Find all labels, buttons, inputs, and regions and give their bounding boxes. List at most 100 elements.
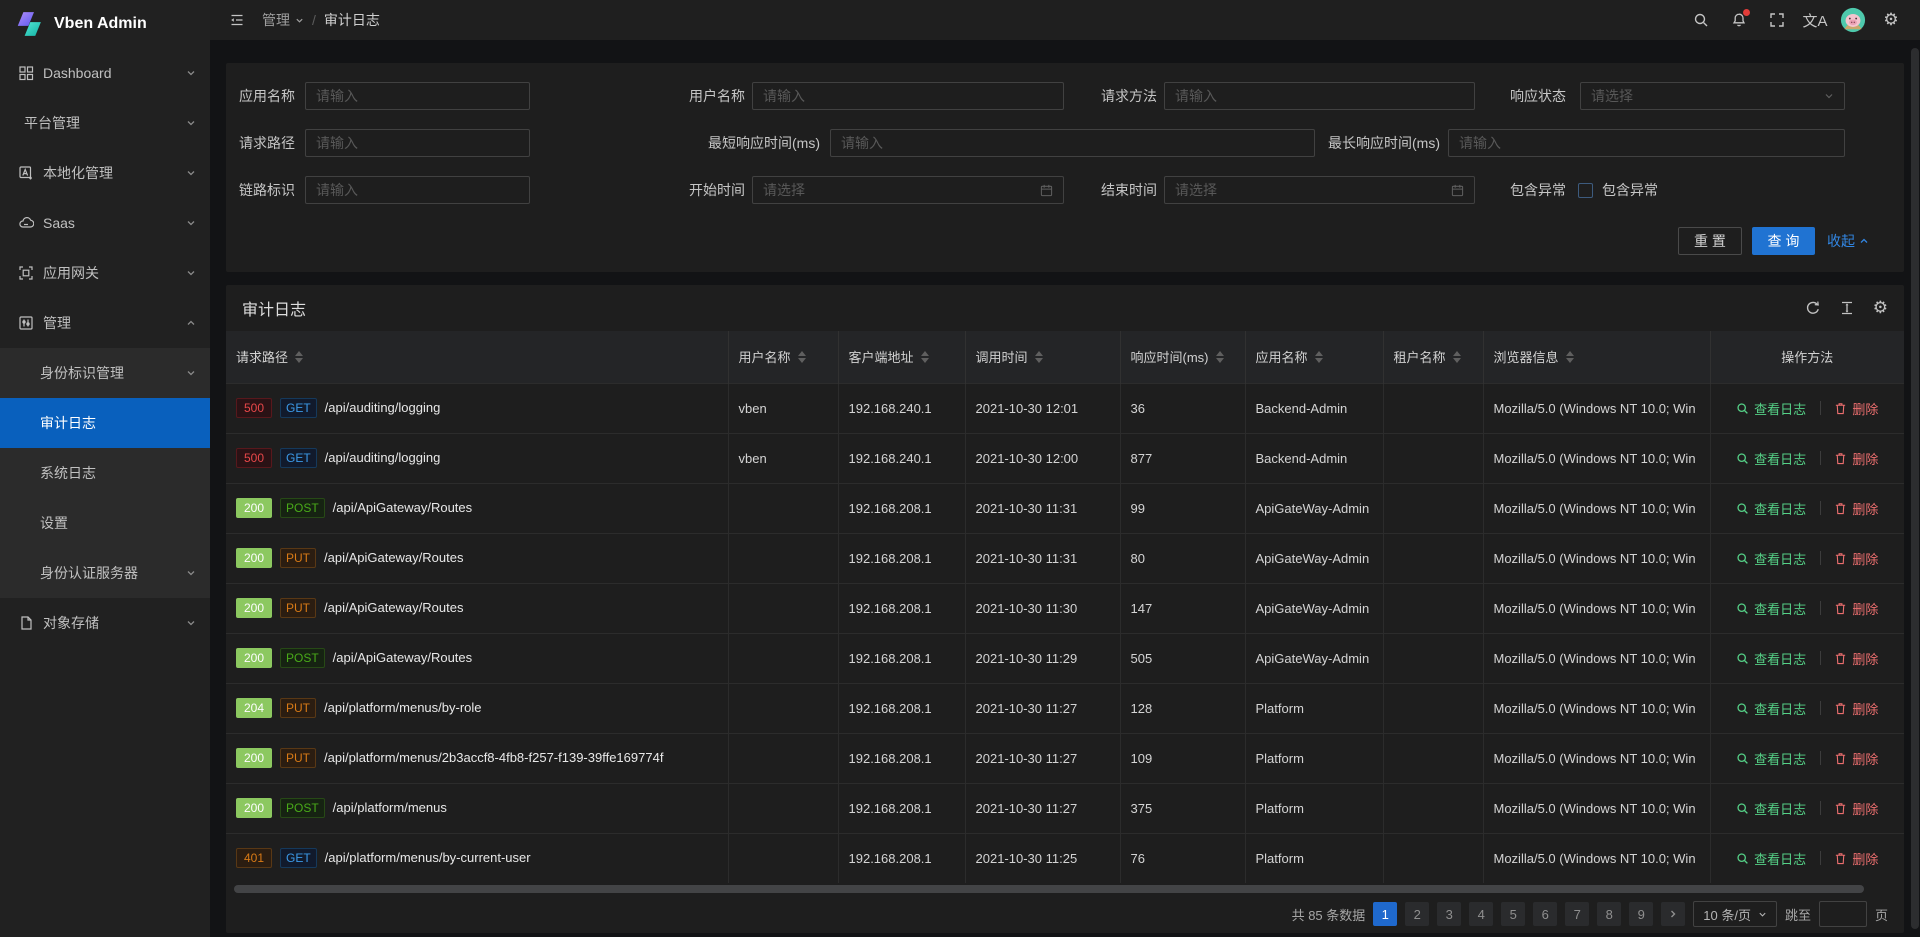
view-log-button[interactable]: 查看日志	[1736, 799, 1806, 818]
min-response-label: 最短响应时间(ms)	[708, 135, 820, 151]
trace-id-input[interactable]	[305, 176, 530, 204]
sidebar-item-audit-log[interactable]: 审计日志	[0, 398, 210, 448]
search-button[interactable]: 查 询	[1752, 227, 1815, 255]
sort-icon[interactable]	[1565, 350, 1574, 363]
delete-button[interactable]: 删除	[1834, 399, 1878, 418]
cell-response-ms: 375	[1120, 782, 1246, 833]
view-log-button[interactable]: 查看日志	[1736, 699, 1806, 718]
view-log-button[interactable]: 查看日志	[1736, 749, 1806, 768]
page-button-9[interactable]: 9	[1629, 902, 1654, 926]
cell-client-address: 192.168.240.1	[838, 382, 966, 433]
delete-button[interactable]: 删除	[1834, 649, 1878, 668]
sidebar-item-dashboard[interactable]: Dashboard	[0, 48, 210, 98]
action-divider	[1819, 801, 1821, 815]
sort-icon[interactable]	[797, 350, 806, 363]
column-header[interactable]: 浏览器信息	[1483, 331, 1711, 383]
response-status-select[interactable]: 请选择	[1580, 82, 1845, 110]
table-row: 200 POST/api/ApiGateway/Routes 192.168.20…	[226, 482, 1904, 533]
cell-user-name	[728, 632, 839, 683]
view-log-button[interactable]: 查看日志	[1736, 599, 1806, 618]
page-button-4[interactable]: 4	[1469, 902, 1494, 926]
delete-button[interactable]: 删除	[1834, 499, 1878, 518]
request-path-input[interactable]	[305, 129, 530, 157]
app-logo[interactable]: Vben Admin	[0, 0, 210, 48]
sidebar-item-auth-server[interactable]: 身份认证服务器	[0, 548, 210, 598]
column-header[interactable]: 响应时间(ms)	[1120, 331, 1246, 383]
breadcrumb-parent[interactable]: 管理	[262, 10, 304, 30]
delete-button[interactable]: 删除	[1834, 549, 1878, 568]
search-icon[interactable]	[1682, 0, 1720, 40]
page-button-8[interactable]: 8	[1597, 902, 1622, 926]
delete-button[interactable]: 删除	[1834, 599, 1878, 618]
table-row: 401 GET/api/platform/menus/by-current-use…	[226, 832, 1904, 883]
menu-fold-icon[interactable]	[220, 0, 254, 40]
sort-icon[interactable]	[1034, 350, 1043, 363]
sort-icon[interactable]	[1215, 350, 1224, 363]
sidebar-item-object-storage[interactable]: 对象存储	[0, 598, 210, 648]
column-header[interactable]: 调用时间	[965, 331, 1121, 383]
has-exception-checkbox-label[interactable]: 包含异常	[1602, 182, 1658, 198]
gear-icon[interactable]: ⚙	[1883, 10, 1899, 29]
sidebar-item-manage[interactable]: 管理	[0, 298, 210, 348]
collapse-link[interactable]: 收起	[1827, 227, 1869, 255]
sort-icon[interactable]	[295, 350, 304, 363]
sidebar-item-settings[interactable]: 设置	[40, 515, 68, 531]
view-log-button[interactable]: 查看日志	[1736, 849, 1806, 868]
user-avatar[interactable]	[1834, 7, 1872, 33]
column-header[interactable]: 请求路径	[226, 331, 729, 383]
start-time-picker[interactable]: 请选择	[752, 176, 1064, 204]
page-button-7[interactable]: 7	[1565, 902, 1590, 926]
page-button-1[interactable]: 1	[1373, 902, 1398, 926]
delete-button[interactable]: 删除	[1834, 799, 1878, 818]
column-header[interactable]: 应用名称	[1245, 331, 1384, 383]
page-button-3[interactable]: 3	[1437, 902, 1462, 926]
translate-icon[interactable]: 文A	[1802, 12, 1828, 30]
next-page-button[interactable]	[1661, 902, 1686, 926]
jump-page-input[interactable]	[1818, 901, 1867, 927]
bell-icon[interactable]	[1720, 0, 1758, 40]
scrollbar-thumb[interactable]	[234, 885, 1864, 893]
sidebar-item-localization[interactable]: 本地化管理	[0, 148, 210, 198]
column-header[interactable]: 租户名称	[1383, 331, 1484, 383]
status-badge: 200	[236, 748, 272, 768]
user-name-input[interactable]	[752, 82, 1064, 110]
page-button-5[interactable]: 5	[1501, 902, 1526, 926]
delete-button[interactable]: 删除	[1834, 749, 1878, 768]
sidebar-item-gateway[interactable]: 应用网关	[0, 248, 210, 298]
sort-icon[interactable]	[1314, 350, 1323, 363]
table-settings-icon[interactable]: ⚙	[1872, 298, 1888, 317]
max-response-input[interactable]	[1448, 129, 1845, 157]
cell-request-path: 200 POST/api/platform/menus	[226, 782, 729, 833]
delete-button[interactable]: 删除	[1834, 449, 1878, 468]
reset-button[interactable]: 重 置	[1678, 227, 1742, 255]
row-height-icon[interactable]	[1839, 300, 1855, 316]
view-log-button[interactable]: 查看日志	[1736, 549, 1806, 568]
view-log-button[interactable]: 查看日志	[1736, 499, 1806, 518]
has-exception-checkbox[interactable]	[1578, 183, 1593, 198]
view-log-button[interactable]: 查看日志	[1736, 649, 1806, 668]
delete-button[interactable]: 删除	[1834, 699, 1878, 718]
vertical-scrollbar-thumb[interactable]	[1911, 48, 1919, 929]
sidebar-item-system-log[interactable]: 系统日志	[40, 465, 96, 481]
view-log-button[interactable]: 查看日志	[1736, 449, 1806, 468]
http-method-input[interactable]	[1164, 82, 1475, 110]
app-name-input[interactable]	[305, 82, 530, 110]
refresh-icon[interactable]	[1805, 300, 1821, 316]
magnifier-icon	[1737, 552, 1748, 564]
page-button-6[interactable]: 6	[1533, 902, 1558, 926]
page-size-select[interactable]: 10 条/页	[1693, 901, 1777, 927]
delete-button[interactable]: 删除	[1834, 849, 1878, 868]
sidebar-item-platform[interactable]: 平台管理	[0, 98, 210, 148]
trash-icon	[1836, 802, 1846, 814]
column-header[interactable]: 客户端地址	[838, 331, 966, 383]
page-button-2[interactable]: 2	[1405, 902, 1430, 926]
column-header[interactable]: 用户名称	[728, 331, 839, 383]
end-time-picker[interactable]: 请选择	[1164, 176, 1475, 204]
min-response-input[interactable]	[830, 129, 1315, 157]
sort-icon[interactable]	[920, 350, 929, 363]
sort-icon[interactable]	[1452, 350, 1461, 363]
sidebar-item-identity[interactable]: 身份标识管理	[0, 348, 210, 398]
sidebar-item-saas[interactable]: Saas	[0, 198, 210, 248]
fullscreen-icon[interactable]	[1758, 0, 1796, 40]
view-log-button[interactable]: 查看日志	[1736, 399, 1806, 418]
